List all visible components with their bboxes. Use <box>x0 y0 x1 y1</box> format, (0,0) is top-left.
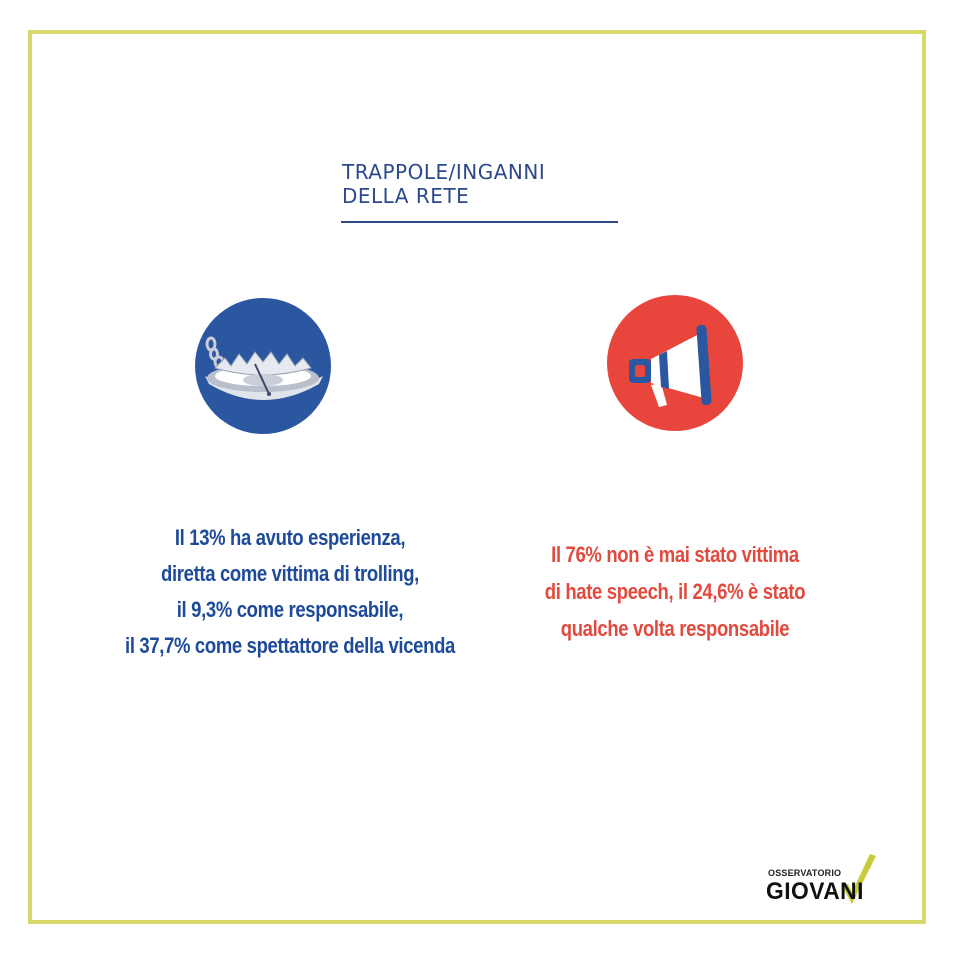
left-statistic: Il 13% ha avuto esperienza, diretta come… <box>72 520 509 664</box>
page-frame <box>28 30 926 924</box>
logo-small-text: OSSERVATORIO <box>768 868 842 878</box>
title-line-1: TRAPPOLE/INGANNI <box>342 160 546 184</box>
left-stat-line: Il 13% ha avuto esperienza, <box>174 525 406 550</box>
left-stat-line: diretta come vittima di trolling, <box>161 561 419 586</box>
title-underline <box>341 221 618 223</box>
title-line-2: DELLA RETE <box>342 184 470 208</box>
megaphone-icon <box>607 295 743 431</box>
logo-big-text: GIOVANI <box>766 878 864 905</box>
right-statistic: Il 76% non è mai stato vittima di hate s… <box>478 536 873 647</box>
osservatorio-giovani-logo: OSSERVATORIO GIOVANI <box>762 852 912 912</box>
bear-trap-icon <box>195 298 331 434</box>
right-stat-line: Il 76% non è mai stato vittima <box>551 542 799 567</box>
checkmark-icon <box>842 854 876 904</box>
right-stat-line: qualche volta responsabile <box>560 616 790 641</box>
page-title: TRAPPOLE/INGANNI DELLA RETE <box>342 160 642 208</box>
right-stat-line: di hate speech, il 24,6% è stato <box>544 579 806 604</box>
left-stat-line: il 37,7% come spettattore della vicenda <box>125 633 455 658</box>
left-stat-line: il 9,3% come responsabile, <box>176 597 404 622</box>
